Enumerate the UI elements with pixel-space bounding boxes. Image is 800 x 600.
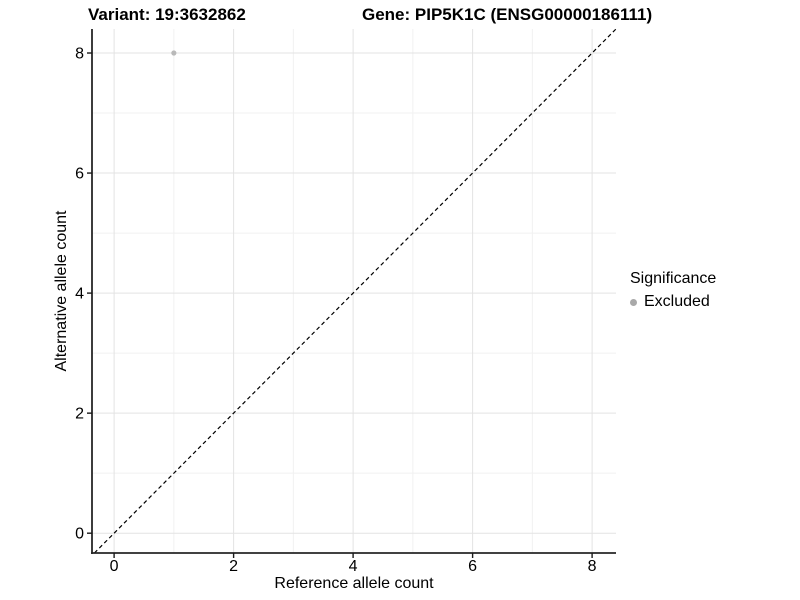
y-tick-label: 4: [75, 286, 84, 303]
y-tick-label: 2: [75, 406, 84, 423]
x-tick-label: 4: [349, 558, 358, 575]
y-tick-label: 0: [75, 526, 84, 543]
x-tick-label: 0: [110, 558, 119, 575]
y-tick-label: 8: [75, 46, 84, 63]
identity-line: [93, 28, 617, 554]
variant-title: Variant: 19:3632862: [88, 5, 246, 24]
legend-item-label: Excluded: [644, 293, 710, 310]
data-point: [171, 50, 177, 56]
x-tick-label: 2: [229, 558, 238, 575]
x-tick-label: 6: [468, 558, 477, 575]
legend-title: Significance: [630, 270, 717, 287]
legend: Significance Excluded: [630, 270, 716, 311]
x-axis-title: Reference allele count: [274, 575, 434, 592]
y-axis-title: Alternative allele count: [53, 210, 70, 372]
y-tick-label: 6: [75, 166, 84, 183]
gene-title: Gene: PIP5K1C (ENSG00000186111): [362, 5, 653, 24]
legend-item-excluded: Excluded: [630, 293, 716, 311]
legend-point-icon: [630, 298, 637, 306]
x-tick-label: 8: [588, 558, 597, 575]
